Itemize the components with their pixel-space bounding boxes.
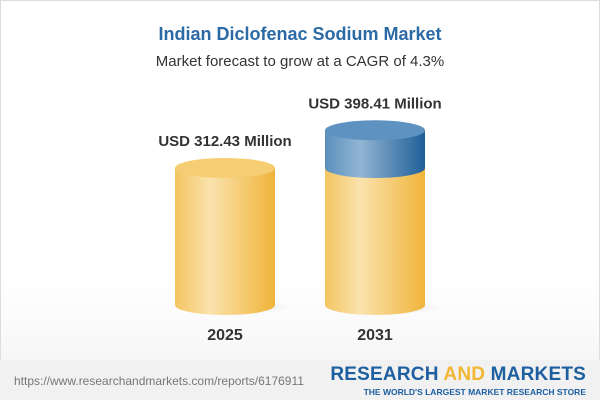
category-label-2025: 2025	[207, 327, 243, 344]
chart-title: Indian Diclofenac Sodium Market	[158, 24, 442, 44]
chart-subtitle: Market forecast to grow at a CAGR of 4.3…	[155, 53, 445, 70]
bar-top-2031	[325, 120, 425, 141]
bar-base-2025	[175, 167, 275, 315]
bar-base-2031	[325, 167, 425, 315]
report-url[interactable]: https://www.researchandmarkets.com/repor…	[14, 374, 304, 388]
data-label-2025: USD 312.43 Million	[158, 133, 291, 150]
bar-growth-2031	[325, 130, 425, 178]
cylinder-chart: USD 312.43 Million 2025 USD 398.41 Million…	[158, 95, 443, 344]
data-label-2031: USD 398.41 Million	[308, 95, 441, 112]
research-and-markets-logo: RESEARCH AND MARKETS THE WORLD'S LARGEST…	[330, 364, 586, 397]
category-label-2031: 2031	[357, 327, 393, 344]
footer-bar	[0, 360, 600, 400]
bar-top-2025	[175, 157, 275, 178]
